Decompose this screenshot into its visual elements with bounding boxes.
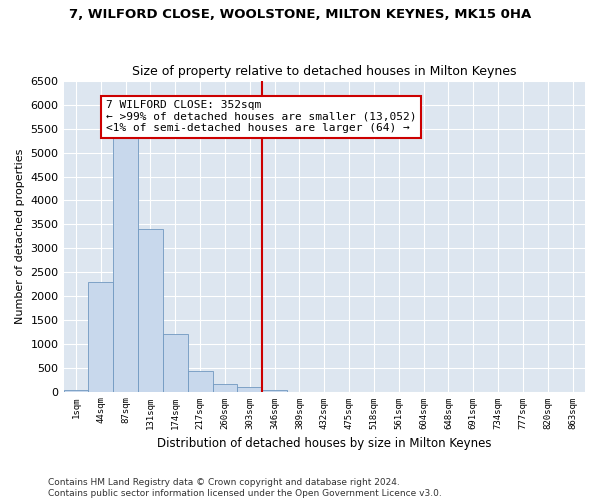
Text: Contains HM Land Registry data © Crown copyright and database right 2024.
Contai: Contains HM Land Registry data © Crown c… (48, 478, 442, 498)
Bar (88, 282, 113, 392)
Bar (262, 390, 287, 392)
Bar (238, 388, 262, 392)
Bar (212, 384, 238, 392)
Bar (188, 371, 212, 392)
Bar (163, 334, 188, 392)
Bar (113, 120, 138, 392)
Bar (64, 390, 88, 392)
Text: 7, WILFORD CLOSE, WOOLSTONE, MILTON KEYNES, MK15 0HA: 7, WILFORD CLOSE, WOOLSTONE, MILTON KEYN… (69, 8, 531, 20)
Title: Size of property relative to detached houses in Milton Keynes: Size of property relative to detached ho… (132, 66, 517, 78)
Text: 7 WILFORD CLOSE: 352sqm
← >99% of detached houses are smaller (13,052)
<1% of se: 7 WILFORD CLOSE: 352sqm ← >99% of detach… (106, 100, 416, 134)
Bar (138, 229, 163, 392)
Y-axis label: Number of detached properties: Number of detached properties (15, 148, 25, 324)
X-axis label: Distribution of detached houses by size in Milton Keynes: Distribution of detached houses by size … (157, 437, 491, 450)
